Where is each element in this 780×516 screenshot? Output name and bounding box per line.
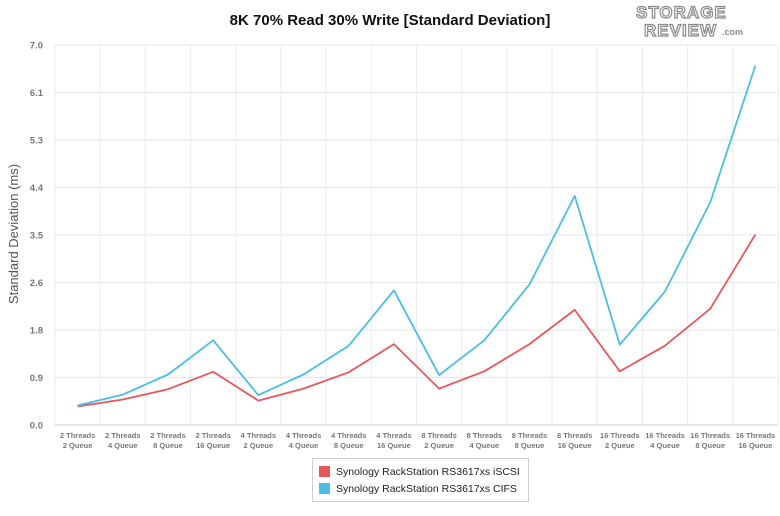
legend-item: Synology RackStation RS3617xs CIFS <box>319 480 520 497</box>
y-tick-label: 5.3 <box>30 136 43 147</box>
x-tick-label: 16 Threads 8 Queue <box>690 431 730 450</box>
x-tick-label: 4 Threads 8 Queue <box>331 431 366 450</box>
series-lines <box>77 65 757 408</box>
y-tick-label: 1.8 <box>30 326 43 337</box>
x-tick-label: 8 Threads 2 Queue <box>421 431 456 450</box>
x-tick-label: 2 Threads 16 Queue <box>195 431 230 450</box>
x-tick-label: 8 Threads 16 Queue <box>557 431 592 450</box>
y-tick-label: 0.9 <box>30 373 43 384</box>
chart-title: 8K 70% Read 30% Write [Standard Deviatio… <box>229 12 551 29</box>
y-tick-label: 4.4 <box>30 183 44 194</box>
x-tick-label: 16 Threads 16 Queue <box>736 431 776 450</box>
x-tick-label: 4 Threads 4 Queue <box>286 431 321 450</box>
y-tick-label: 2.6 <box>30 278 43 289</box>
x-tick-label: 16 Threads 2 Queue <box>600 431 640 450</box>
legend-swatch <box>319 483 330 494</box>
series-line-iscsi <box>77 234 757 408</box>
y-tick-label: 7.0 <box>30 41 43 52</box>
storagereview-logo: STORAGE REVIEW .com <box>635 2 743 40</box>
y-tick-label: 0.0 <box>30 421 43 432</box>
x-tick-label: 8 Threads 4 Queue <box>467 431 502 450</box>
x-tick-label: 2 Threads 2 Queue <box>60 431 95 450</box>
legend-swatch <box>319 466 330 477</box>
y-axis-label: Standard Deviation (ms) <box>6 164 21 304</box>
grid-lines <box>54 44 779 426</box>
y-tick-labels: 0.0 0.9 1.8 2.6 3.5 4.4 5.3 6.1 7.0 <box>30 41 44 432</box>
y-tick-label: 6.1 <box>30 88 44 99</box>
legend: Synology RackStation RS3617xs iSCSI Synol… <box>312 458 529 502</box>
x-tick-label: 4 Threads 2 Queue <box>241 431 276 450</box>
logo-suffix: .com <box>722 27 743 37</box>
x-tick-label: 2 Threads 4 Queue <box>105 431 140 450</box>
legend-label: Synology RackStation RS3617xs CIFS <box>336 482 517 495</box>
x-tick-label: 8 Threads 8 Queue <box>512 431 547 450</box>
x-tick-label: 4 Threads 16 Queue <box>376 431 411 450</box>
legend-item: Synology RackStation RS3617xs iSCSI <box>319 463 520 480</box>
logo-line2: REVIEW <box>644 21 717 40</box>
y-tick-label: 3.5 <box>30 231 44 242</box>
x-tick-label: 16 Threads 4 Queue <box>645 431 685 450</box>
logo-line1: STORAGE <box>636 3 727 22</box>
series-line-cifs <box>77 65 757 407</box>
x-tick-labels: 2 Threads 2 Queue 2 Threads 4 Queue 2 Thread… <box>60 431 775 450</box>
x-tick-label: 2 Threads 8 Queue <box>150 431 185 450</box>
legend-label: Synology RackStation RS3617xs iSCSI <box>336 465 520 478</box>
